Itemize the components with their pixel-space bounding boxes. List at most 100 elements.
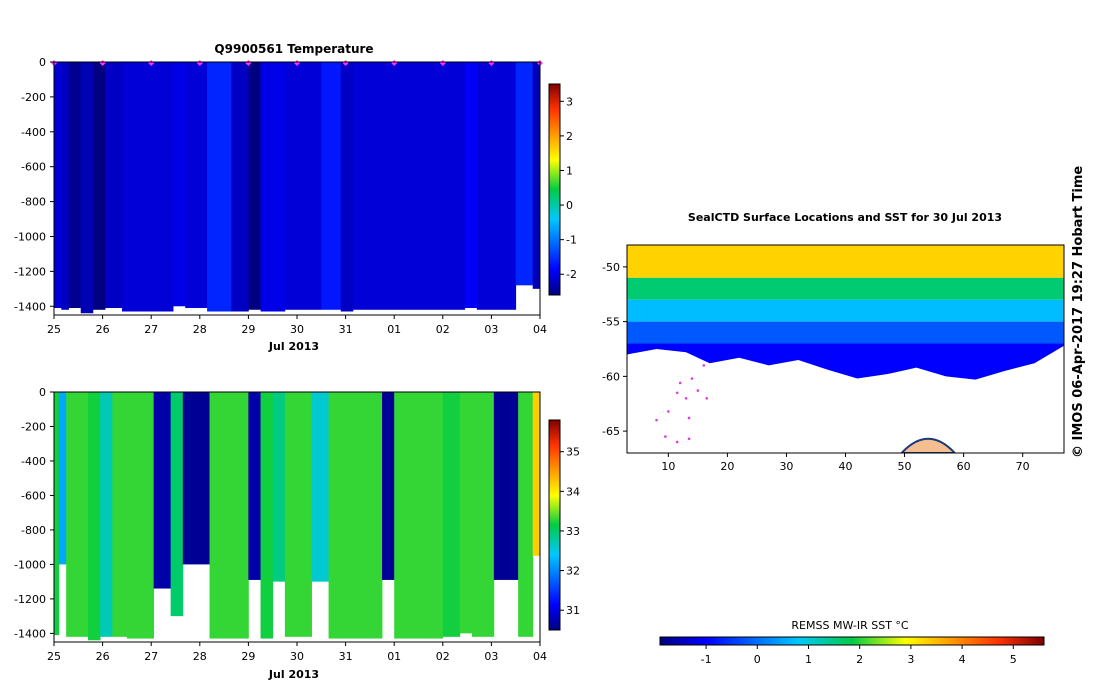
temperature-colorbar bbox=[548, 83, 561, 296]
longitude-axis: 10 20 30 40 50 60 70 bbox=[661, 453, 1030, 473]
temperature-y-axis: 0 -200 -400 -600 -800 -1000 -1200 -1400 bbox=[14, 56, 54, 313]
x-tick-label-2: 27 bbox=[144, 650, 158, 663]
profile-cell-11 bbox=[248, 392, 261, 580]
lat-tick-label-3: -65 bbox=[602, 425, 620, 438]
lat-tick-label-1: -55 bbox=[602, 316, 620, 329]
y-tick-label-3: -600 bbox=[21, 161, 46, 174]
profile-cell-5 bbox=[105, 62, 123, 309]
x-tick-label-4: 29 bbox=[241, 650, 255, 663]
profile-cell-20 bbox=[459, 392, 473, 634]
profile-cell-14 bbox=[284, 62, 322, 310]
lon-tick-label-3: 40 bbox=[839, 460, 853, 473]
sst-colorbar-tick-label-5: 4 bbox=[959, 653, 966, 666]
colorbar-tick-label-0: -2 bbox=[566, 268, 577, 281]
lat-tick-label-0: -50 bbox=[602, 261, 620, 274]
lon-tick-label-1: 20 bbox=[720, 460, 734, 473]
colorbar-tick-label-4: 35 bbox=[566, 446, 580, 459]
x-tick-label-2: 27 bbox=[144, 323, 158, 336]
salinity-y-axis: 0 -200 -400 -600 -800 -1000 -1200 -1400 bbox=[14, 386, 54, 640]
lat-tick-label-2: -60 bbox=[602, 370, 620, 383]
colorbar-tick-label-0: 31 bbox=[566, 604, 580, 617]
profile-cell-10 bbox=[209, 392, 249, 639]
profile-cell-2 bbox=[66, 392, 89, 637]
track-point-3 bbox=[675, 391, 679, 395]
profile-cell-11 bbox=[231, 62, 249, 312]
profile-cell-21 bbox=[471, 392, 495, 637]
map-title: SealCTD Surface Locations and SST for 30… bbox=[688, 211, 1002, 224]
temperature-title: Q9900561 Temperature bbox=[214, 42, 373, 56]
profile-cell-13 bbox=[260, 62, 286, 312]
temperature-x-axis: 25 26 27 28 29 30 31 01 02 03 04 bbox=[47, 315, 547, 336]
colorbar-tick-label-3: 1 bbox=[566, 164, 573, 177]
profile-cell-9 bbox=[182, 392, 210, 565]
lon-tick-label-2: 30 bbox=[779, 460, 793, 473]
track-point-2 bbox=[678, 381, 682, 385]
profile-cell-19 bbox=[442, 62, 466, 310]
latitude-axis: -50 -55 -60 -65 bbox=[602, 261, 627, 438]
y-tick-label-4: -800 bbox=[21, 196, 46, 209]
x-tick-label-3: 28 bbox=[193, 650, 207, 663]
y-tick-label-3: -600 bbox=[21, 489, 46, 502]
lon-tick-label-5: 60 bbox=[957, 460, 971, 473]
profile-cell-3 bbox=[88, 392, 101, 641]
profile-cell-16 bbox=[340, 62, 354, 312]
temperature-colorbar-ticks: -2 -1 0 1 2 3 bbox=[560, 95, 577, 281]
profile-cell-24 bbox=[532, 392, 541, 556]
track-point-0 bbox=[702, 364, 706, 367]
temperature-heatmap bbox=[54, 62, 541, 314]
track-point-4 bbox=[684, 396, 688, 400]
y-tick-label-1: -200 bbox=[21, 91, 46, 104]
profile-cell-12 bbox=[260, 392, 274, 639]
y-tick-label-6: -1200 bbox=[14, 593, 46, 606]
y-tick-label-5: -1000 bbox=[14, 558, 46, 571]
salinity-heatmap bbox=[54, 392, 541, 641]
profile-cell-2 bbox=[68, 62, 82, 309]
track-point-10 bbox=[664, 435, 667, 438]
x-tick-label-8: 02 bbox=[436, 650, 450, 663]
profile-cell-1 bbox=[61, 62, 69, 310]
temperature-panel: Q9900561 Temperature 0 -200 -400 -600 -800 -1… bbox=[14, 42, 577, 353]
y-tick-label-0: 0 bbox=[39, 386, 46, 399]
sea-ice-region bbox=[627, 345, 1064, 453]
track-point-1 bbox=[690, 377, 694, 380]
track-point-6 bbox=[705, 396, 709, 400]
salinity-colorbar bbox=[548, 419, 561, 631]
profile-cell-12 bbox=[248, 62, 261, 310]
profile-cell-18 bbox=[394, 62, 444, 310]
profile-cell-0 bbox=[54, 62, 62, 309]
track-point-7 bbox=[687, 416, 691, 420]
profile-cell-4 bbox=[100, 392, 113, 637]
profile-cell-15 bbox=[311, 392, 329, 582]
sst-colorbar-label: REMSS MW-IR SST °C bbox=[791, 619, 909, 632]
sst-map-panel: SealCTD Surface Locations and SST for 30… bbox=[602, 211, 1065, 666]
sst-colorbar-tick-label-1: 0 bbox=[754, 653, 761, 666]
y-tick-label-4: -800 bbox=[21, 524, 46, 537]
salinity-x-axis: 25 26 27 28 29 30 31 01 02 03 04 bbox=[47, 642, 547, 663]
y-tick-label-0: 0 bbox=[39, 56, 46, 69]
y-tick-label-7: -1400 bbox=[14, 300, 46, 313]
sst-colorbar bbox=[659, 636, 1045, 646]
x-tick-label-7: 01 bbox=[387, 650, 401, 663]
profile-cell-22 bbox=[493, 62, 517, 310]
x-tick-label-9: 03 bbox=[484, 323, 498, 336]
x-tick-label-7: 01 bbox=[387, 323, 401, 336]
track-point-12 bbox=[687, 437, 691, 441]
profile-cell-16 bbox=[328, 392, 383, 639]
profile-cell-5 bbox=[112, 392, 128, 637]
colorbar-tick-label-2: 0 bbox=[566, 199, 573, 212]
sst-colorbar-tick-label-2: 1 bbox=[805, 653, 812, 666]
profile-cell-4 bbox=[92, 62, 106, 310]
profile-cell-7 bbox=[153, 392, 172, 589]
x-tick-label-1: 26 bbox=[96, 323, 110, 336]
colorbar-tick-label-5: 3 bbox=[566, 95, 573, 108]
x-tick-label-4: 29 bbox=[241, 323, 255, 336]
x-tick-label-0: 25 bbox=[47, 650, 61, 663]
profile-cell-22 bbox=[493, 392, 519, 580]
profile-cell-23 bbox=[515, 62, 534, 286]
lon-tick-label-4: 50 bbox=[898, 460, 912, 473]
imos-credit: © IMOS 06-Apr-2017 19:27 Hobart Time bbox=[1071, 166, 1086, 458]
x-tick-label-8: 02 bbox=[436, 323, 450, 336]
profile-cell-17 bbox=[352, 62, 395, 310]
y-tick-label-5: -1000 bbox=[14, 230, 46, 243]
